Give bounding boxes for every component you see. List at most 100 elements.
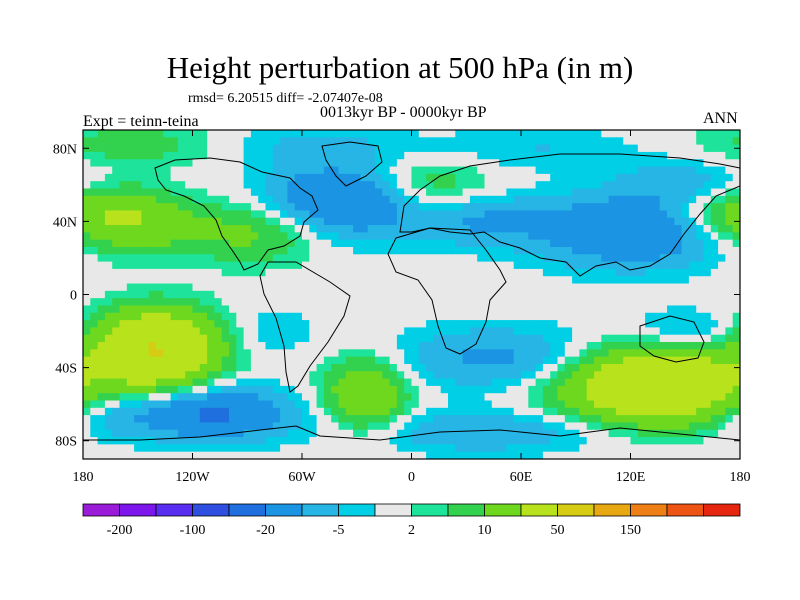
field-cell — [433, 385, 442, 394]
field-cell — [185, 151, 194, 160]
field-cell — [309, 261, 318, 270]
field-cell — [90, 298, 99, 307]
field-cell — [484, 407, 493, 416]
field-cell — [521, 239, 529, 248]
field-cell — [630, 283, 639, 292]
field-cell — [280, 173, 288, 182]
field-cell — [353, 422, 361, 431]
field-cell — [148, 261, 157, 270]
field-cell — [338, 159, 347, 168]
field-cell — [418, 320, 427, 328]
field-cell — [535, 283, 544, 292]
field-cell — [229, 393, 237, 402]
field-cell — [594, 166, 602, 175]
field-cell — [396, 173, 405, 182]
field-cell — [272, 276, 281, 285]
field-cell — [404, 444, 413, 453]
field-cell — [710, 137, 719, 146]
field-cell — [309, 246, 318, 255]
field-cell — [688, 334, 697, 343]
field-cell — [287, 268, 296, 277]
field-cell — [302, 210, 310, 219]
field-cell — [316, 305, 325, 314]
field-cell — [586, 290, 595, 299]
field-cell — [250, 268, 259, 277]
field-cell — [564, 261, 573, 270]
field-cell — [550, 371, 559, 380]
field-cell — [134, 276, 142, 285]
field-cell — [119, 415, 128, 424]
field-cell — [119, 130, 128, 138]
field-cell — [535, 305, 544, 314]
field-cell — [287, 312, 296, 321]
field-cell — [156, 181, 164, 190]
field-cell — [462, 422, 471, 431]
field-cell — [163, 342, 172, 350]
field-cell — [353, 407, 361, 416]
field-cell — [440, 210, 449, 219]
field-cell — [645, 246, 653, 255]
field-cell — [652, 451, 661, 459]
field-cell — [564, 298, 573, 307]
field-cell — [521, 283, 529, 292]
field-cell — [718, 378, 726, 387]
field-cell — [623, 371, 632, 380]
field-cell — [250, 393, 259, 402]
field-cell — [338, 254, 347, 263]
field-cell — [601, 305, 610, 314]
field-cell — [345, 371, 354, 380]
field-cell — [579, 151, 588, 160]
field-cell — [732, 268, 740, 277]
field-cell — [207, 232, 215, 241]
field-cell — [725, 203, 734, 212]
field-cell — [236, 137, 245, 146]
field-cell — [97, 378, 106, 387]
field-cell — [681, 181, 690, 190]
field-cell — [688, 246, 697, 255]
field-cell — [83, 232, 91, 241]
field-cell — [331, 290, 340, 299]
field-cell — [426, 246, 434, 255]
field-cell — [718, 203, 726, 212]
field-cell — [455, 254, 464, 263]
field-cell — [572, 407, 580, 416]
field-cell — [236, 217, 245, 226]
field-cell — [185, 246, 194, 255]
field-cell — [703, 268, 712, 277]
field-cell — [163, 407, 172, 416]
field-cell — [572, 173, 580, 182]
field-cell — [710, 444, 719, 453]
field-cell — [688, 268, 697, 277]
field-cell — [688, 203, 697, 212]
field-cell — [535, 342, 544, 350]
field-cell — [353, 298, 361, 307]
field-cell — [331, 232, 340, 241]
field-cell — [382, 130, 391, 138]
field-cell — [177, 356, 186, 365]
field-cell — [360, 437, 369, 445]
field-cell — [499, 290, 507, 299]
field-cell — [199, 195, 208, 204]
field-cell — [499, 407, 507, 416]
field-cell — [97, 268, 106, 277]
field-cell — [192, 283, 201, 292]
field-cell — [389, 276, 398, 285]
field-cell — [513, 144, 522, 153]
field-cell — [645, 415, 653, 424]
field-cell — [331, 342, 340, 350]
field-cell — [192, 268, 201, 277]
field-cell — [696, 151, 705, 160]
field-cell — [426, 334, 434, 343]
field-cell — [645, 429, 653, 438]
field-cell — [491, 159, 500, 168]
field-cell — [192, 400, 201, 409]
field-cell — [141, 144, 150, 153]
field-cell — [90, 151, 99, 160]
field-cell — [287, 290, 296, 299]
field-cell — [83, 349, 91, 358]
field-cell — [404, 210, 413, 219]
field-cell — [506, 400, 515, 409]
field-cell — [681, 422, 690, 431]
field-cell — [579, 181, 588, 190]
field-cell — [163, 349, 172, 358]
